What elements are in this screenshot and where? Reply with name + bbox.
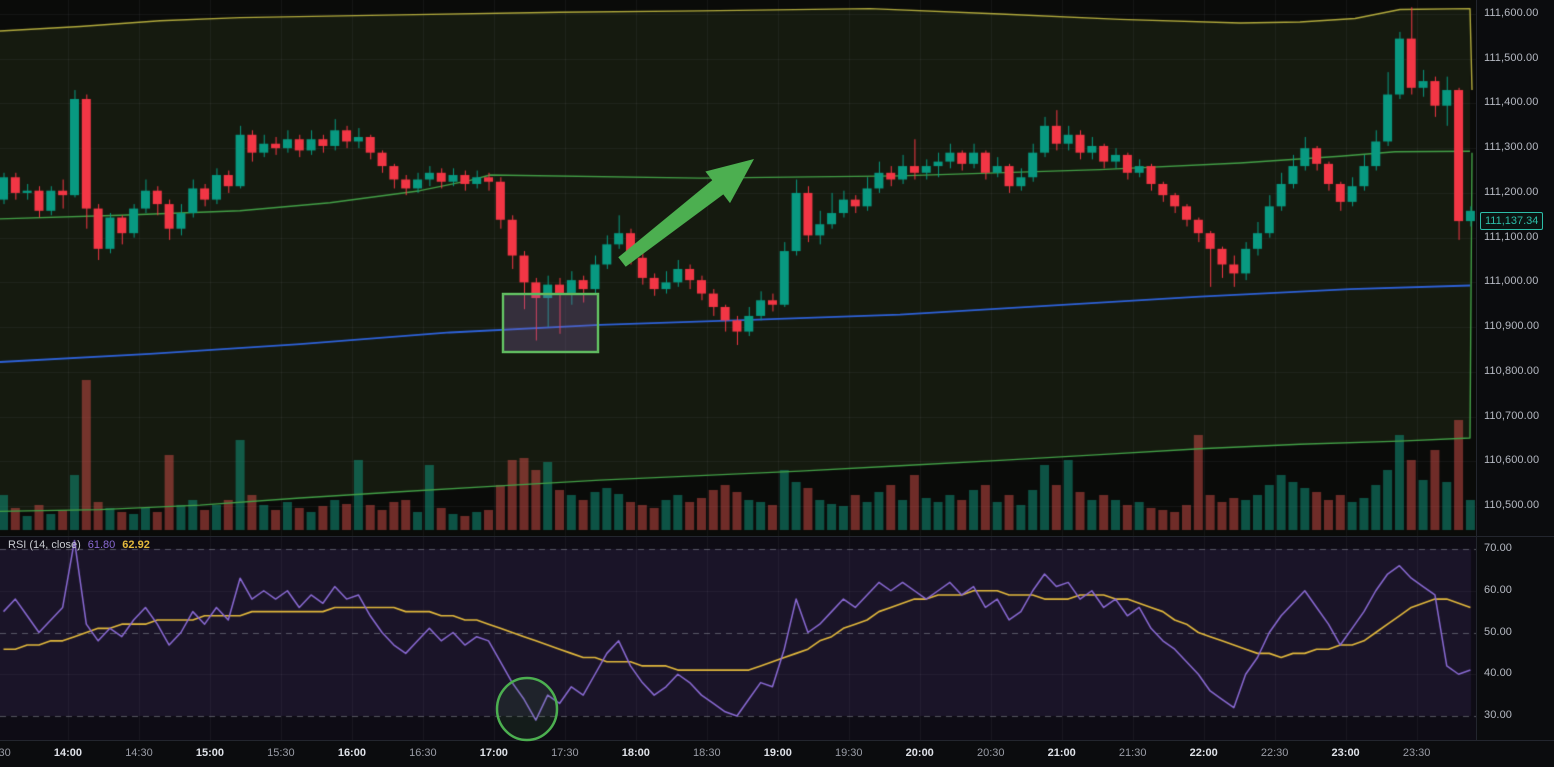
time-tick-label: 15:30 bbox=[267, 747, 295, 759]
price-tick-label: 111,600.00 bbox=[1484, 7, 1539, 19]
time-tick-label: 23:00 bbox=[1331, 747, 1360, 759]
time-tick-label: 18:30 bbox=[693, 747, 721, 759]
time-tick-label: 20:00 bbox=[905, 747, 934, 759]
time-tick-label: 19:30 bbox=[834, 747, 863, 759]
time-tick-label: 13:30 bbox=[0, 747, 11, 759]
rsi-indicator-canvas[interactable] bbox=[0, 537, 1476, 740]
price-tick-label: 111,300.00 bbox=[1484, 141, 1539, 154]
pane-divider[interactable] bbox=[0, 536, 1554, 537]
price-chart-canvas[interactable] bbox=[0, 0, 1476, 537]
price-tick-label: 110,900.00 bbox=[1484, 320, 1540, 333]
last-price-label: 111,137.34 bbox=[1480, 211, 1544, 230]
time-tick-label: 21:00 bbox=[1047, 747, 1076, 759]
time-tick-label: 17:30 bbox=[551, 747, 579, 759]
time-tick-label: 23:30 bbox=[1402, 747, 1431, 759]
time-tick-label: 14:00 bbox=[53, 747, 83, 759]
time-tick-label: 21:30 bbox=[1118, 747, 1147, 759]
price-tick-label: 111,400.00 bbox=[1484, 96, 1539, 109]
price-tick-label: 110,500.00 bbox=[1484, 499, 1540, 512]
time-tick-label: 16:30 bbox=[409, 747, 437, 759]
rsi-tick-label: 30.00 bbox=[1484, 709, 1513, 721]
price-tick-label: 111,100.00 bbox=[1484, 230, 1539, 243]
rsi-tick-label: 40.00 bbox=[1484, 667, 1513, 680]
price-axis[interactable]: 111,137.34 111,600.00 111,500.00 111,400.0… bbox=[1476, 0, 1554, 740]
rsi-legend: RSI (14, close) 61.80 62.92 bbox=[8, 539, 150, 551]
time-tick-label: 17:00 bbox=[479, 747, 508, 759]
price-tick-label: 111,500.00 bbox=[1484, 51, 1539, 64]
rsi-tick-label: 60.00 bbox=[1484, 583, 1513, 596]
price-tick-label: 111,200.00 bbox=[1484, 185, 1539, 198]
time-tick-label: 22:30 bbox=[1260, 747, 1289, 759]
rsi-tick-label: 70.00 bbox=[1484, 542, 1513, 554]
rsi-ma-value: 62.92 bbox=[122, 539, 150, 551]
time-tick-label: 18:00 bbox=[621, 747, 650, 759]
rsi-indicator-label[interactable]: RSI (14, close) bbox=[8, 539, 81, 551]
time-tick-label: 19:00 bbox=[763, 747, 792, 759]
price-tick-label: 111,000.00 bbox=[1484, 275, 1539, 288]
price-tick-label: 110,700.00 bbox=[1484, 409, 1540, 422]
price-tick-label: 110,800.00 bbox=[1484, 364, 1540, 377]
price-tick-label: 110,600.00 bbox=[1484, 454, 1540, 467]
time-tick-label: 15:00 bbox=[195, 747, 225, 759]
time-tick-label: 14:30 bbox=[125, 747, 153, 759]
time-tick-label: 16:00 bbox=[337, 747, 366, 759]
rectangle-annotation[interactable] bbox=[501, 292, 600, 354]
time-tick-label: 20:30 bbox=[976, 747, 1005, 759]
circle-annotation[interactable] bbox=[495, 676, 559, 742]
up-arrow-annotation[interactable] bbox=[618, 159, 754, 267]
rsi-value: 61.80 bbox=[87, 539, 116, 551]
rsi-tick-label: 50.00 bbox=[1484, 625, 1513, 638]
time-tick-label: 22:00 bbox=[1189, 747, 1218, 759]
time-axis[interactable]: 13:30 14:00 14:30 15:00 15:30 16:00 16:30 17:00… bbox=[0, 740, 1554, 767]
